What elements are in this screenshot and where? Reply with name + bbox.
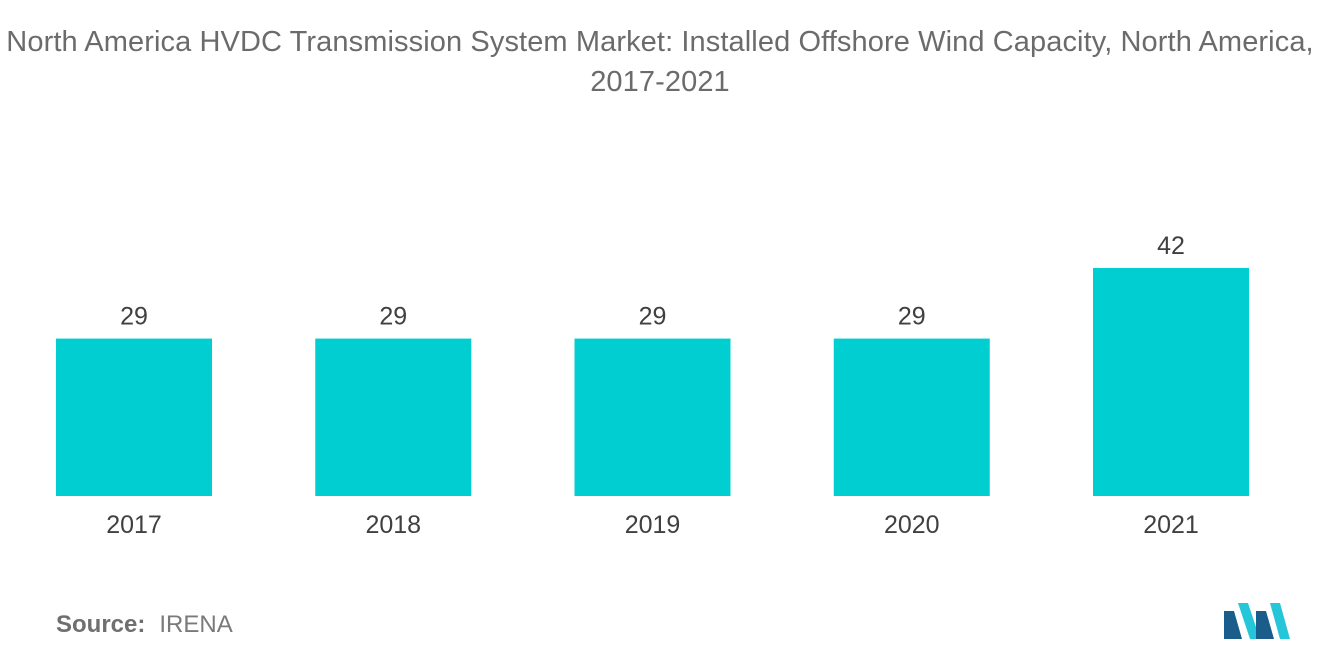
- x-axis-ticks-group: 2017 2018 2019 2020 2021: [106, 511, 1199, 539]
- bar-2017: [56, 338, 212, 496]
- bars-group: [56, 268, 1249, 496]
- bar-value-2017: 29: [120, 303, 148, 331]
- bar-value-2019: 29: [639, 303, 667, 331]
- bar-value-2018: 29: [379, 303, 407, 331]
- bar-2019: [574, 338, 731, 496]
- bar-value-2020: 29: [898, 303, 926, 331]
- bar-values-group: 29 29 29 29 42: [120, 232, 1185, 331]
- chart-title: North America HVDC Transmission System M…: [6, 26, 1314, 98]
- bar-2020: [833, 338, 990, 496]
- x-tick-label-2019: 2019: [625, 511, 681, 539]
- mordor-intelligence-logo-icon: [1224, 603, 1290, 639]
- x-tick-label-2018: 2018: [365, 511, 421, 539]
- x-tick-label-2021: 2021: [1143, 511, 1199, 539]
- source-note: Source: IRENA: [56, 611, 233, 639]
- bar-value-2021: 42: [1157, 232, 1185, 260]
- x-tick-label-2017: 2017: [106, 511, 162, 539]
- source-value: IRENA: [159, 611, 233, 638]
- x-tick-label-2020: 2020: [884, 511, 940, 539]
- bar-2018: [315, 338, 472, 496]
- bar-2021: [1093, 268, 1249, 496]
- source-label: Source:: [56, 611, 146, 638]
